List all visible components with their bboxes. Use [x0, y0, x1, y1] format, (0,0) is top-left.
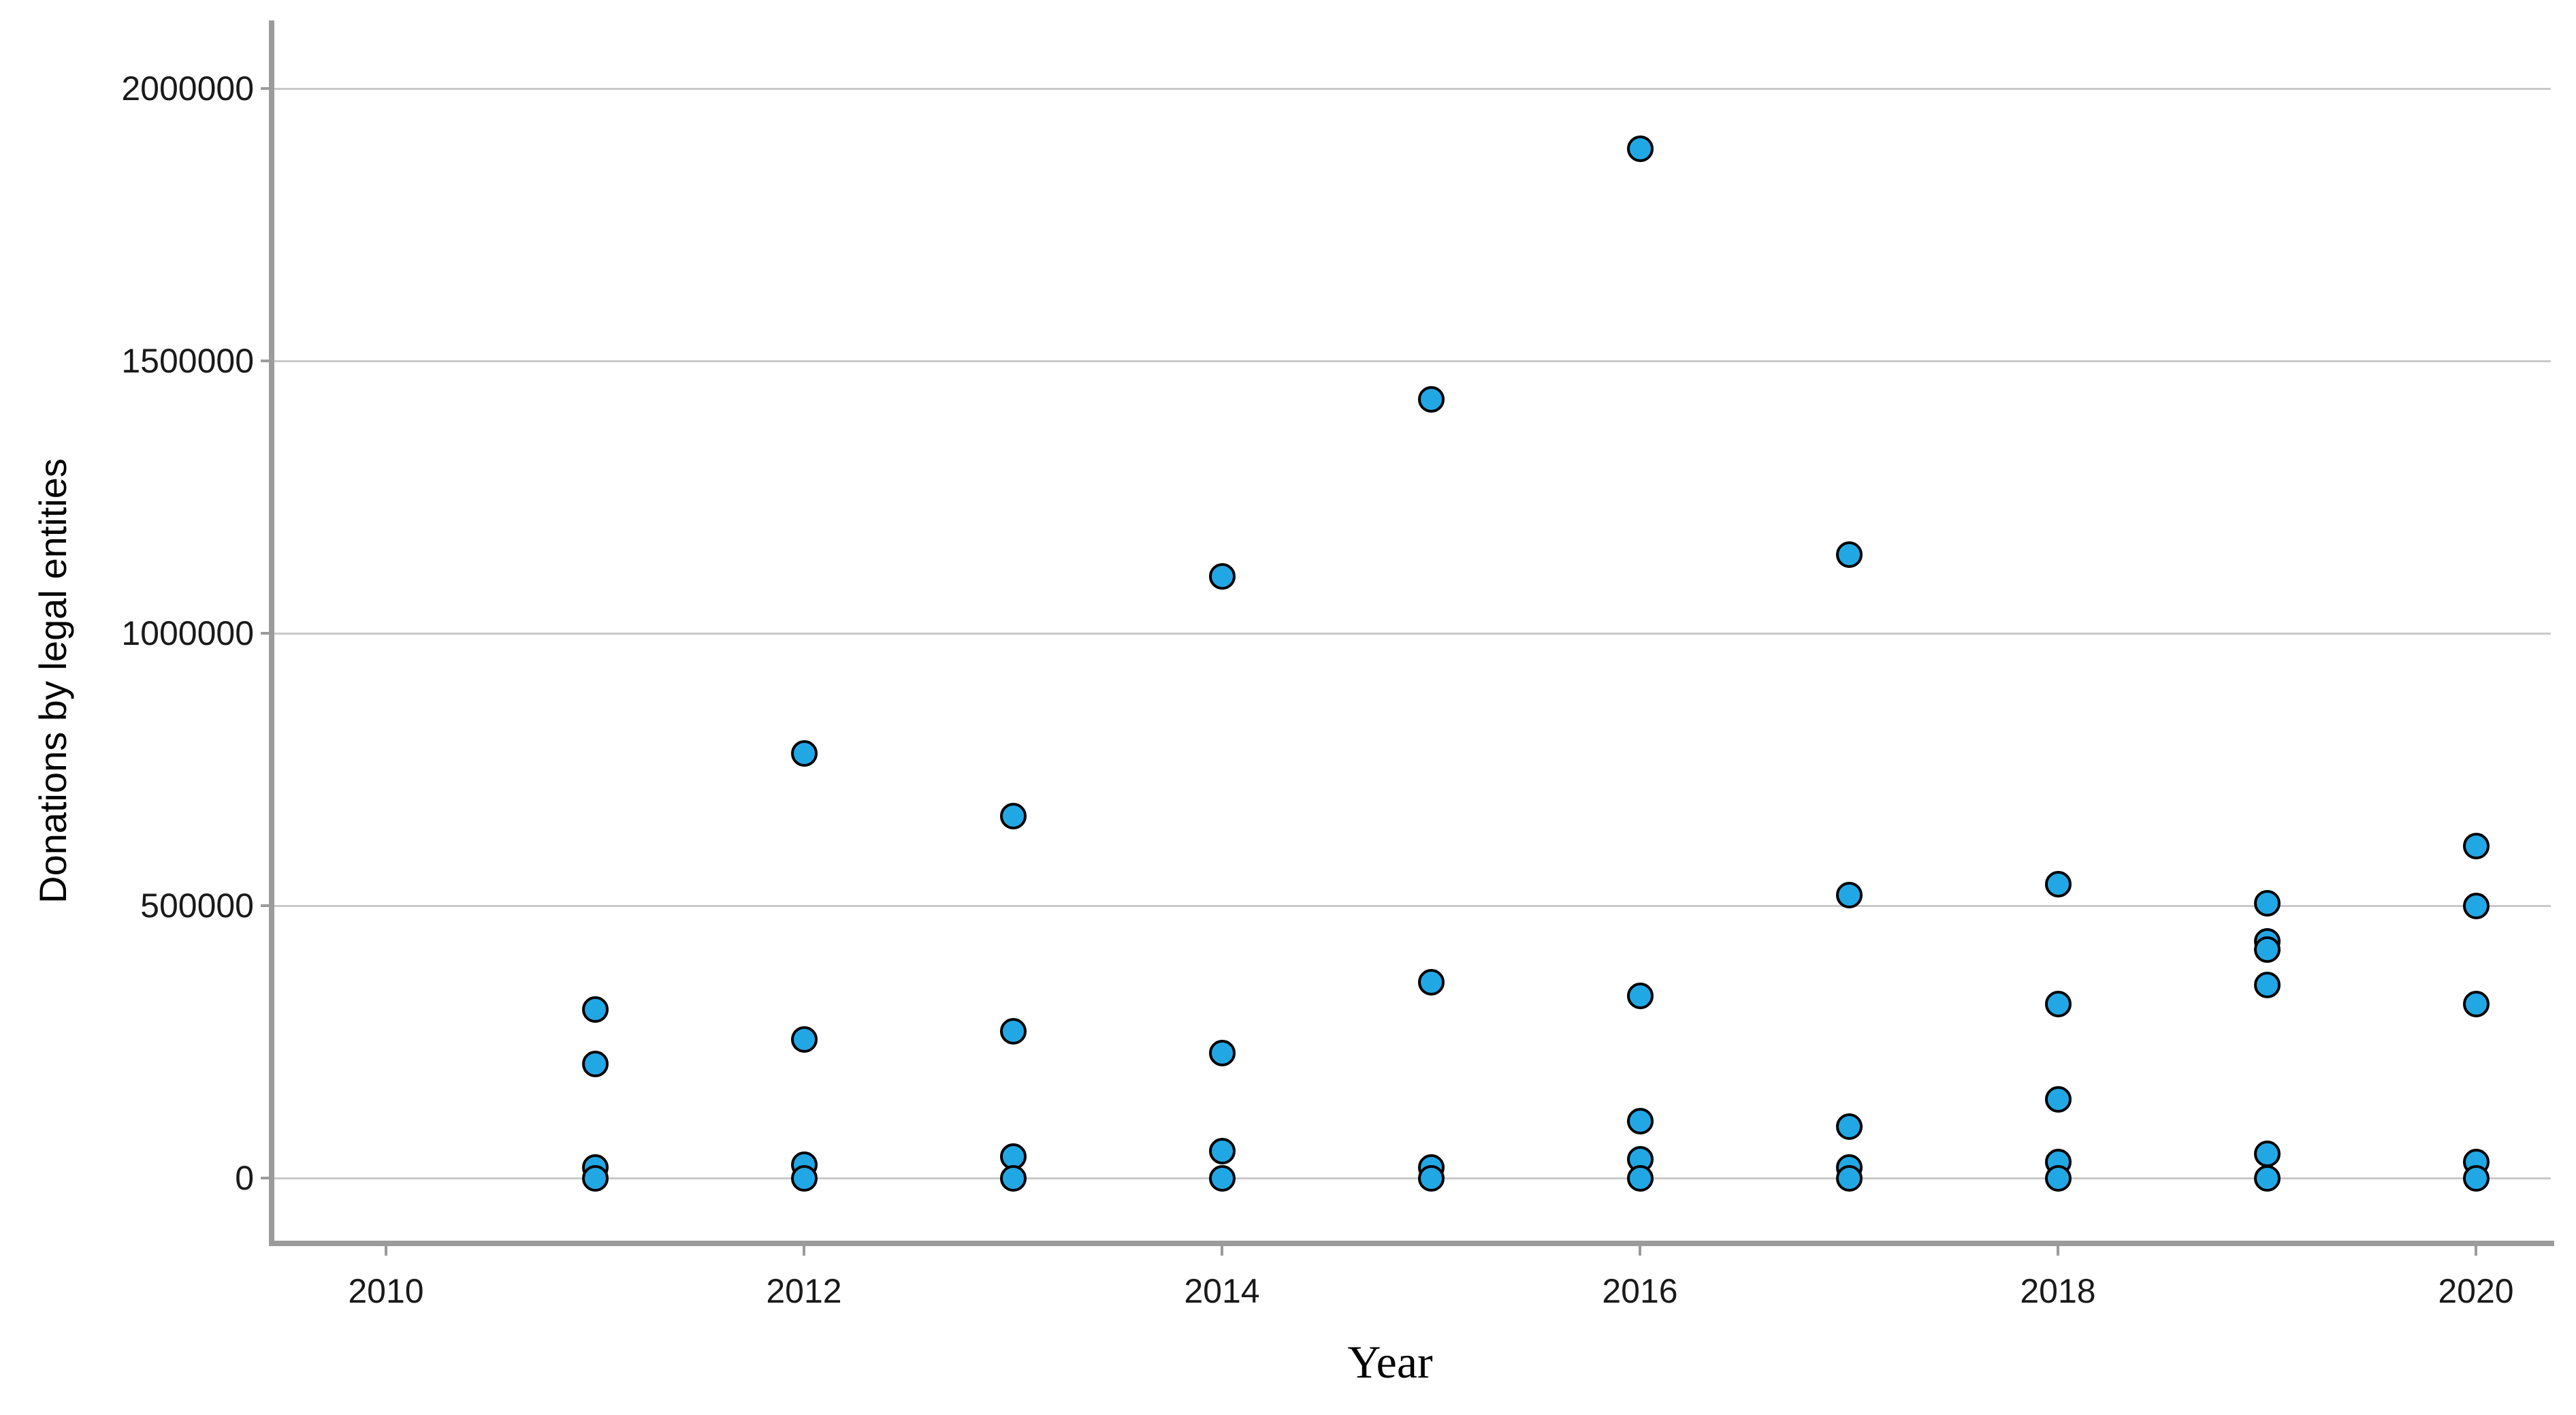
- y-tick-label: 1500000: [121, 342, 254, 380]
- data-point: [1626, 135, 1654, 162]
- x-axis-title: Year: [1347, 1336, 1433, 1388]
- data-point: [2462, 990, 2490, 1017]
- x-tick-label: 2014: [1184, 1272, 1260, 1310]
- data-point: [581, 1164, 609, 1192]
- data-point: [999, 802, 1027, 829]
- data-point: [1626, 982, 1654, 1009]
- data-point: [790, 1026, 818, 1053]
- x-tick-label: 2020: [2438, 1272, 2514, 1310]
- data-point: [790, 740, 818, 767]
- x-tick-label: 2018: [2020, 1272, 2096, 1310]
- x-tick-label: 2010: [348, 1272, 424, 1310]
- data-point: [1208, 1039, 1236, 1066]
- data-point: [1835, 881, 1863, 908]
- x-tick-label: 2016: [1602, 1272, 1678, 1310]
- y-gridline: [274, 88, 2551, 90]
- data-point: [1417, 968, 1445, 996]
- x-tick-mark: [803, 1246, 805, 1256]
- y-gridline: [274, 633, 2551, 635]
- data-point: [1835, 1164, 1863, 1192]
- x-tick-mark: [1639, 1246, 1641, 1256]
- data-point: [999, 1017, 1027, 1045]
- data-point: [1835, 541, 1863, 568]
- data-point: [2253, 936, 2281, 963]
- y-tick-mark: [261, 632, 269, 635]
- data-point: [1835, 1113, 1863, 1140]
- data-point: [581, 1050, 609, 1077]
- y-tick-label: 0: [235, 1159, 254, 1197]
- y-gridline: [274, 905, 2551, 907]
- y-tick-mark: [261, 87, 269, 90]
- x-tick-mark: [2475, 1246, 2477, 1256]
- data-point: [1208, 562, 1236, 590]
- data-point: [1417, 1164, 1445, 1192]
- data-point: [581, 996, 609, 1023]
- y-gridline: [274, 360, 2551, 362]
- data-point: [2044, 870, 2072, 897]
- data-point: [1208, 1137, 1236, 1164]
- x-tick-mark: [2057, 1246, 2059, 1256]
- y-gridline: [274, 1177, 2551, 1179]
- data-point: [2462, 892, 2490, 919]
- y-tick-label: 1000000: [121, 614, 254, 652]
- y-tick-mark: [261, 360, 269, 362]
- data-point: [790, 1164, 818, 1192]
- y-tick-mark: [261, 904, 269, 907]
- data-point: [1208, 1164, 1236, 1192]
- data-point: [999, 1164, 1027, 1192]
- data-point: [2044, 1164, 2072, 1192]
- data-point: [1626, 1107, 1654, 1134]
- data-point: [2253, 1164, 2281, 1192]
- y-tick-label: 500000: [140, 887, 254, 925]
- y-axis-spine: [269, 20, 274, 1246]
- x-tick-mark: [385, 1246, 387, 1256]
- data-point: [2462, 832, 2490, 859]
- data-point: [2253, 889, 2281, 917]
- data-point: [2253, 971, 2281, 998]
- x-axis-spine: [269, 1241, 2554, 1246]
- data-point: [1626, 1164, 1654, 1192]
- x-tick-label: 2012: [766, 1272, 842, 1310]
- y-tick-label: 2000000: [121, 69, 254, 108]
- data-point: [2044, 1085, 2072, 1113]
- data-point: [1417, 385, 1445, 413]
- data-point: [2462, 1164, 2490, 1192]
- x-tick-mark: [1221, 1246, 1223, 1256]
- data-point: [2253, 1140, 2281, 1167]
- data-point: [2044, 990, 2072, 1017]
- y-tick-mark: [261, 1177, 269, 1179]
